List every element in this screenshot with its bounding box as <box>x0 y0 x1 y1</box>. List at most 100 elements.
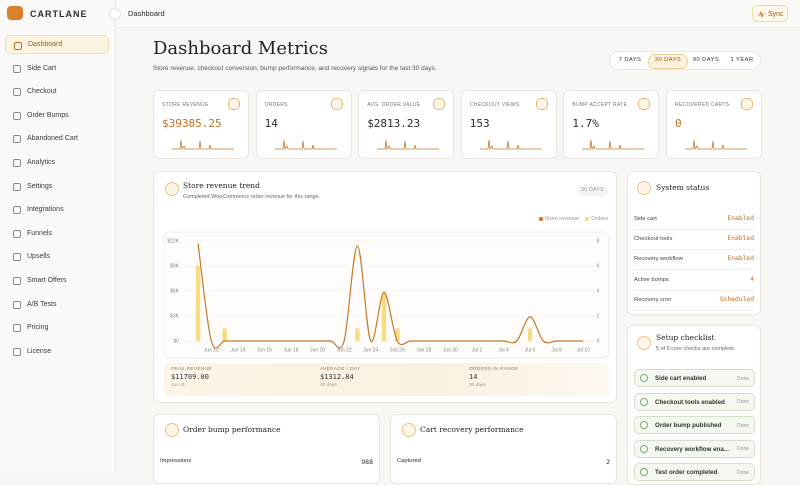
kpi-value: 0 <box>675 117 682 130</box>
kpi-value: $2813.23 <box>367 117 421 130</box>
card-title: Store revenue trend <box>183 181 260 190</box>
nav-item[interactable]: Integrations <box>5 200 109 219</box>
nav-item[interactable]: Smart Offers <box>5 271 109 290</box>
nav-item[interactable]: Analytics <box>5 153 109 172</box>
status-label: Checkout tools <box>634 236 673 243</box>
stat-label: AVERAGE / DAY <box>320 367 361 372</box>
x-tick-label: Jun 20 <box>310 347 325 353</box>
nav-item[interactable]: A/B Tests <box>5 295 109 314</box>
sidebar: CARTLANE Dashboard Side Cart Checkout Order… <box>0 0 116 472</box>
check-label: Side cart enabled <box>655 375 707 382</box>
y2-tick-label: 8 <box>597 238 600 244</box>
kpi-icon <box>741 98 753 110</box>
x-tick-label: Jul 2 <box>472 347 483 353</box>
topbar: Dashboard Sync <box>116 0 800 28</box>
bar <box>527 328 533 341</box>
y-tick-label: $12K <box>167 238 179 244</box>
metric-value: 988 <box>361 458 373 466</box>
status-row: Active bumps 4 <box>634 270 754 291</box>
y-tick-label: $0 <box>173 338 179 344</box>
brand-logo <box>7 6 23 20</box>
status-row: Recovery cron Scheduled <box>634 290 754 311</box>
check-status: Done <box>737 422 749 429</box>
page-subtitle: Store revenue, checkout conversion, bump… <box>153 65 437 72</box>
kpi-card: AVG. ORDER VALUE $2813.23 <box>358 90 455 159</box>
x-tick-label: Jul 4 <box>498 347 509 353</box>
card-icon <box>637 336 651 350</box>
legend-label: Store revenue <box>544 216 580 222</box>
x-tick-label: Jun 24 <box>363 347 378 353</box>
status-value: Enabled <box>727 215 754 222</box>
card-title: Order bump performance <box>183 425 281 434</box>
sync-button[interactable]: Sync <box>752 5 788 22</box>
x-tick-label: Jun 26 <box>390 347 405 353</box>
revenue-card: $0 $3K $6K $9K $12K 0 2 4 6 8 Jun 12 Jun 14 Jun 16 Ju… <box>153 171 617 403</box>
stat-value: $11709.00 <box>171 373 209 381</box>
range-button[interactable]: 7 DAYS <box>618 57 642 63</box>
kpi-card: BUMP ACCEPT RATE 1.7% <box>563 90 660 159</box>
sparkline-path <box>685 139 747 151</box>
bar <box>222 328 227 341</box>
sparkline <box>377 139 440 151</box>
sparkline <box>479 139 542 151</box>
nav-item[interactable]: Side Cart <box>5 59 109 78</box>
metric-label: Impressions <box>160 458 192 464</box>
nav-item[interactable]: Checkout <box>5 82 109 101</box>
sparkline-path <box>479 139 542 151</box>
summary-strip: PEAK REVENUE $11709.00 Jun 11 AVERAGE / DAY… <box>164 363 609 396</box>
nav-item[interactable]: Dashboard <box>5 35 109 54</box>
status-card: System status Side cart Enabled Checkout t… <box>627 171 761 315</box>
kpi-icon <box>228 98 240 110</box>
checklist-item: Side cart enabled Done <box>634 369 755 387</box>
check-label: Order bump published <box>655 422 722 429</box>
y-tick-label: $9K <box>170 263 180 269</box>
stat-note: 30 days <box>469 383 486 388</box>
range-button[interactable]: 90 DAYS <box>692 57 720 63</box>
check-label: Recovery workflow ena... <box>655 445 729 453</box>
kpi-label: AVG. ORDER VALUE <box>367 102 421 108</box>
x-tick-label: Jun 18 <box>283 347 298 353</box>
sparkline-path <box>172 139 234 151</box>
status-label: Side cart <box>634 216 657 222</box>
sparkline <box>582 139 645 151</box>
sparkline-path <box>377 139 440 151</box>
stat-value: 14 <box>469 373 478 381</box>
check-label: Test order completed <box>655 469 718 476</box>
y-tick-label: $6K <box>170 288 180 294</box>
range-button[interactable]: 1 YEAR <box>730 57 754 63</box>
nav-icon <box>13 206 21 215</box>
metric-label: Captured <box>397 458 421 464</box>
card-subtitle: 5 of 5 core checks are complete. <box>656 346 736 352</box>
collapse-button[interactable] <box>109 8 121 20</box>
nav-item[interactable]: License <box>5 342 109 361</box>
nav-item[interactable]: Settings <box>5 177 109 196</box>
metric-value: 2 <box>606 458 610 466</box>
nav-item[interactable]: Order Bumps <box>5 106 109 125</box>
check-status: Done <box>737 469 749 476</box>
range-button[interactable]: 30 DAYS <box>648 54 688 69</box>
card-title: Cart recovery performance <box>420 425 524 434</box>
page-heading: Dashboard Metrics <box>153 38 328 59</box>
check-icon <box>640 374 648 382</box>
nav-item[interactable]: Upsells <box>5 247 109 266</box>
nav-item[interactable]: Abandoned Cart <box>5 129 109 148</box>
status-row: Checkout tools Enabled <box>634 229 754 251</box>
nav-icon <box>14 42 22 50</box>
check-icon <box>640 468 648 476</box>
nav-icon <box>13 182 21 191</box>
x-tick-label: Jul 6 <box>525 347 536 353</box>
kpi-label: ORDERS <box>264 102 288 108</box>
revenue-line <box>197 243 584 349</box>
nav-item[interactable]: Pricing <box>5 318 109 337</box>
kpi-icon <box>433 98 446 110</box>
sparkline-path <box>582 139 645 151</box>
status-value: Enabled <box>727 235 754 243</box>
kpi-card: STORE REVENUE $39385.25 <box>153 90 249 159</box>
kpi-card: ORDERS 14 <box>255 90 352 159</box>
bar <box>381 291 387 341</box>
legend-swatch <box>538 216 543 221</box>
nav-item[interactable]: Funnels <box>5 224 109 243</box>
order-bump-card: Order bump performance Impressions 988 <box>153 414 380 484</box>
check-status: Done <box>737 446 749 452</box>
